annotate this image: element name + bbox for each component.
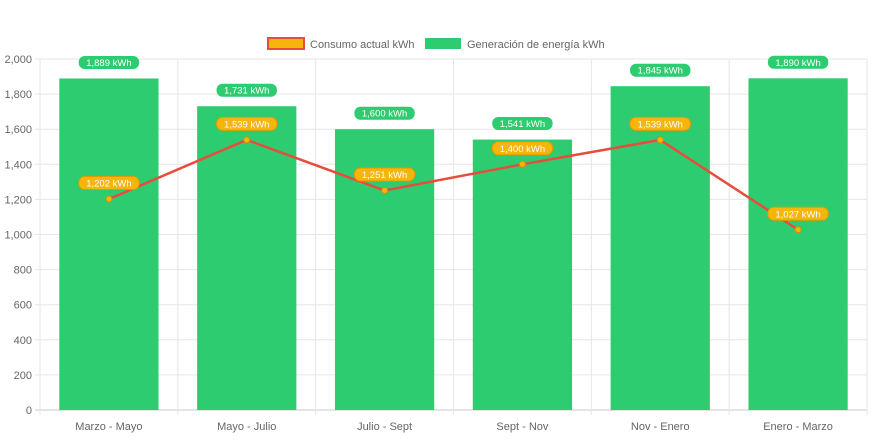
bar-value-label-bg [78, 55, 140, 69]
bar-value-label-text: 1,890 kWh [775, 58, 820, 69]
bar [59, 78, 159, 410]
consumption-line [105, 136, 802, 234]
x-tick-label: Enero - Marzo [763, 421, 833, 433]
line-value-label-bg [353, 167, 416, 182]
line-value-label: 1,202 kWh [78, 176, 140, 191]
bar-value-label: 1,889 kWh [78, 55, 140, 69]
line-point [794, 226, 802, 234]
line-point [656, 136, 664, 144]
data-labels: 1,889 kWh 1,731 kWh 1,600 kWh 1,541 kWh 1,84… [78, 55, 829, 221]
y-tick-label: 1,800 [4, 89, 32, 101]
bar [610, 86, 710, 410]
series-line [108, 138, 799, 231]
bar-value-label: 1,845 kWh [630, 63, 691, 77]
y-tick-label: 800 [14, 265, 32, 277]
line-point [243, 136, 251, 144]
line-point [381, 186, 389, 194]
bar [472, 139, 573, 410]
bar-value-label-text: 1,845 kWh [638, 66, 683, 77]
line-value-label-bg [78, 176, 140, 191]
line-value-label: 1,251 kWh [353, 167, 416, 182]
line-value-label: 1,539 kWh [629, 116, 691, 131]
line-value-label-text: 1,202 kWh [86, 179, 131, 190]
legend-item-generacion[interactable]: Generación de energía kWh [425, 38, 605, 51]
bar-value-label-bg [630, 63, 691, 77]
y-tick-label: 2,000 [4, 54, 32, 66]
bar-value-label: 1,731 kWh [216, 83, 277, 97]
axes: 0 200 400 600 800 1,000 1,200 1,400 1,600 1,800 2,… [4, 54, 832, 433]
bar-value-label: 1,890 kWh [767, 55, 829, 69]
bar-value-label-text: 1,600 kWh [362, 109, 407, 120]
legend[interactable]: Consumo actual kWh Generación de energía … [267, 37, 605, 51]
y-tick-label: 1,600 [4, 124, 32, 136]
line-value-label: 1,027 kWh [767, 206, 829, 221]
legend-label: Consumo actual kWh [310, 39, 415, 51]
y-tick-label: 1,000 [4, 230, 32, 242]
bar-value-label-bg [216, 83, 277, 97]
bar-value-label-bg [354, 106, 415, 120]
line-point [518, 160, 526, 168]
line-value-label-text: 1,400 kWh [500, 144, 545, 155]
legend-swatch [267, 37, 305, 50]
line-value-label-text: 1,251 kWh [362, 170, 407, 181]
bar-value-label-bg [767, 55, 829, 69]
line-value-label-bg [491, 141, 554, 156]
legend-label: Generación de energía kWh [467, 39, 605, 51]
line-value-label: 1,539 kWh [216, 116, 278, 131]
bar-value-label-text: 1,541 kWh [500, 119, 545, 130]
y-tick-label: 1,200 [4, 194, 32, 206]
y-tick-label: 600 [14, 300, 32, 312]
x-tick-label: Marzo - Mayo [75, 421, 142, 433]
bar [748, 78, 848, 411]
line-value-label-text: 1,027 kWh [775, 209, 820, 220]
line-point [105, 195, 113, 203]
x-tick-label: Julio - Sept [357, 421, 412, 433]
line-value-label-text: 1,539 kWh [638, 119, 683, 130]
x-tick-label: Nov - Enero [631, 421, 690, 433]
y-tick-label: 200 [14, 370, 32, 382]
bar-value-label: 1,600 kWh [354, 106, 415, 120]
y-tick-label: 400 [14, 335, 32, 347]
bars [59, 78, 848, 411]
line-value-label-bg [629, 116, 691, 131]
line-value-label-bg [216, 116, 278, 131]
legend-swatch [425, 38, 461, 49]
x-tick-label: Mayo - Julio [217, 421, 276, 433]
y-tick-label: 1,400 [4, 159, 32, 171]
bar [197, 106, 297, 410]
bar-value-label: 1,541 kWh [492, 117, 553, 131]
bar-value-label-bg [492, 117, 553, 131]
grid [35, 58, 868, 415]
line-value-label-text: 1,539 kWh [224, 119, 269, 130]
legend-item-consumo[interactable]: Consumo actual kWh [267, 37, 415, 51]
line-value-label: 1,400 kWh [491, 141, 554, 156]
y-tick-label: 0 [26, 405, 32, 417]
bar-value-label-text: 1,889 kWh [86, 58, 131, 69]
bar-value-label-text: 1,731 kWh [224, 86, 269, 97]
x-tick-label: Sept - Nov [496, 421, 548, 433]
line-value-label-bg [767, 206, 829, 221]
